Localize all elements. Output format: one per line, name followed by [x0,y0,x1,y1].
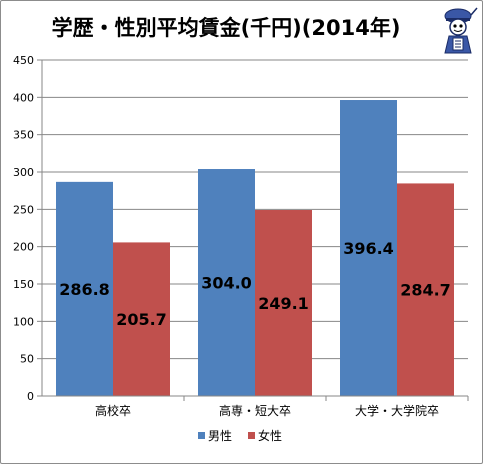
data-label: 205.7 [116,310,167,329]
legend-entry: 女性 [258,428,282,443]
bar [113,242,170,396]
bar [56,181,113,396]
data-label: 396.4 [343,239,394,258]
y-tick-label: 250 [13,203,34,216]
bar [255,210,312,396]
y-tick-label: 450 [13,54,34,67]
data-label: 286.8 [59,280,110,299]
y-tick-label: 350 [13,129,34,142]
y-tick-label: 300 [13,166,34,179]
y-tick-label: 100 [13,315,34,328]
mascot-logo-icon [444,7,478,54]
legend-swatch [198,432,205,439]
y-tick-label: 50 [20,353,34,366]
y-tick-label: 400 [13,91,34,104]
data-label: 304.0 [201,274,252,293]
bar [198,169,255,396]
x-tick-label: 大学・大学院卒 [355,403,439,418]
y-tick-label: 200 [13,241,34,254]
data-label: 249.1 [258,294,309,313]
x-tick-label: 高専・短大卒 [219,403,291,418]
y-tick-label: 150 [13,278,34,291]
bar [340,100,397,396]
legend-entry: 男性 [208,429,232,443]
y-tick-label: 0 [27,390,34,403]
x-tick-label: 高校卒 [95,403,131,418]
bar [397,183,454,396]
data-label: 284.7 [400,281,451,300]
chart-title: 学歴・性別平均賃金(千円)(2014年) [52,16,401,40]
legend-swatch [248,432,255,439]
